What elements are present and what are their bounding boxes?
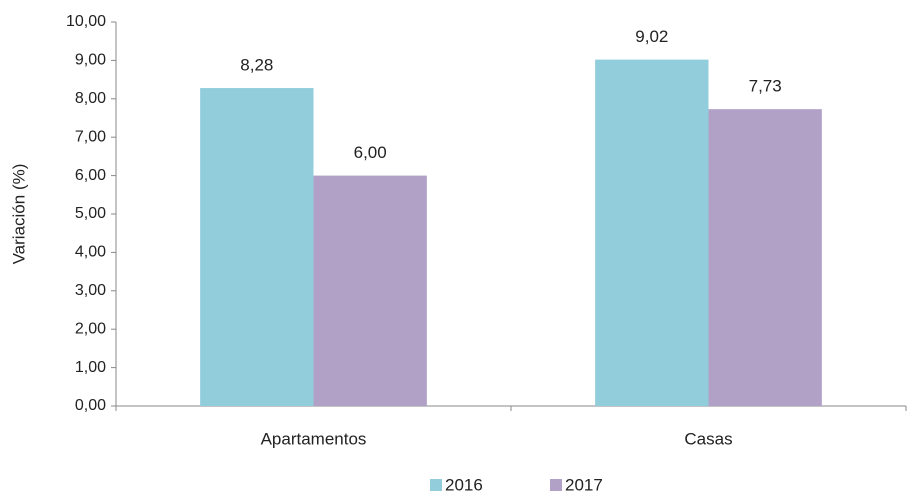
- y-tick-label: 8,00: [75, 90, 106, 107]
- bar: [708, 109, 822, 406]
- y-tick-label: 4,00: [75, 244, 106, 261]
- y-tick-label: 7,00: [75, 128, 106, 145]
- y-tick-label: 6,00: [75, 167, 106, 184]
- x-tick-label: Apartamentos: [261, 429, 367, 448]
- legend-swatch: [430, 479, 442, 491]
- y-tick-label: 9,00: [75, 52, 106, 69]
- y-tick-label: 5,00: [75, 205, 106, 222]
- x-tick-label: Casas: [684, 429, 732, 448]
- value-label: 8,28: [240, 56, 273, 75]
- value-label: 7,73: [749, 77, 782, 96]
- legend-label: 2017: [565, 475, 603, 494]
- legend-label: 2016: [445, 475, 483, 494]
- y-tick-label: 2,00: [75, 320, 106, 337]
- value-label: 6,00: [354, 143, 387, 162]
- y-tick-label: 3,00: [75, 282, 106, 299]
- bar: [313, 175, 427, 406]
- bar: [200, 88, 314, 406]
- y-tick-label: 1,00: [75, 359, 106, 376]
- value-label: 9,02: [635, 27, 668, 46]
- y-tick-label: 10,00: [66, 13, 106, 30]
- y-axis-label: Variación (%): [9, 164, 28, 265]
- legend-swatch: [550, 479, 562, 491]
- bar: [595, 59, 709, 407]
- y-tick-label: 0,00: [75, 397, 106, 414]
